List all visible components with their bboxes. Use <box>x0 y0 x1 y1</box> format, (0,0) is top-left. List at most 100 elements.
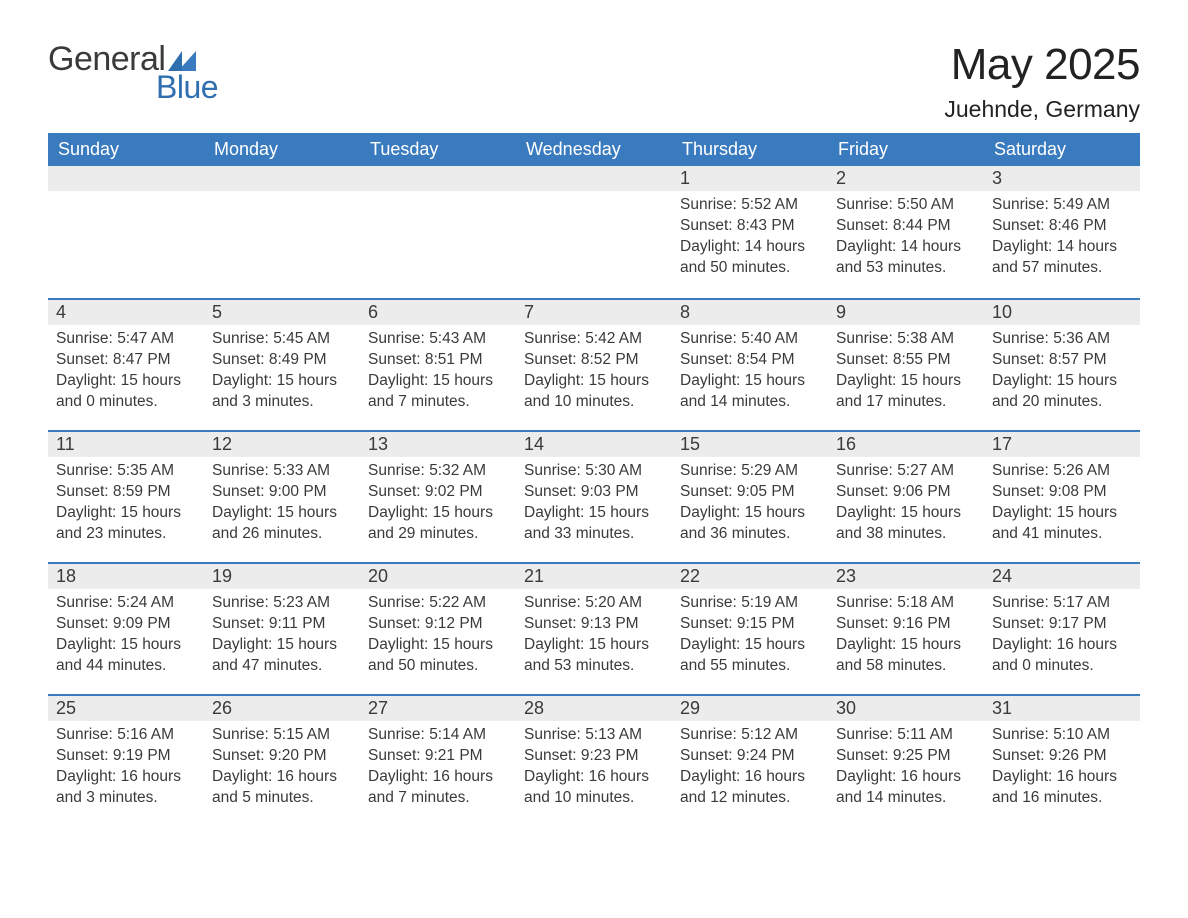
sunrise-value: 5:20 AM <box>585 594 642 611</box>
sunrise-label: Sunrise: <box>836 726 893 743</box>
day-details: Sunrise: 5:52 AMSunset: 8:43 PMDaylight:… <box>672 191 828 283</box>
daylight-line: Daylight: 16 hours and 16 minutes. <box>992 767 1132 809</box>
daylight-line: Daylight: 15 hours and 53 minutes. <box>524 635 664 677</box>
day-details: Sunrise: 5:18 AMSunset: 9:16 PMDaylight:… <box>828 589 984 681</box>
daylight-label: Daylight: <box>524 768 584 785</box>
sunset-label: Sunset: <box>836 615 889 632</box>
daylight-minutes: 50 <box>398 657 415 674</box>
minutes-word: minutes. <box>99 393 158 410</box>
daylight-hours: 14 <box>901 238 918 255</box>
daylight-line: Daylight: 15 hours and 36 minutes. <box>680 503 820 545</box>
sunrise-line: Sunrise: 5:20 AM <box>524 593 664 614</box>
minutes-word: minutes. <box>576 657 635 674</box>
sunset-label: Sunset: <box>992 351 1045 368</box>
daylight-line: Daylight: 14 hours and 53 minutes. <box>836 237 976 279</box>
daylight-label: Daylight: <box>56 636 116 653</box>
daylight-hours: 15 <box>433 504 450 521</box>
daylight-hours: 16 <box>1057 768 1074 785</box>
and-word: and <box>680 789 706 806</box>
daylight-hours: 15 <box>433 372 450 389</box>
daylight-minutes: 3 <box>242 393 251 410</box>
logo-text-blue: Blue <box>156 69 218 106</box>
day-number: 2 <box>828 166 984 191</box>
minutes-word: minutes. <box>411 393 470 410</box>
daylight-minutes: 53 <box>554 657 571 674</box>
day-details: Sunrise: 5:15 AMSunset: 9:20 PMDaylight:… <box>204 721 360 813</box>
sunrise-line: Sunrise: 5:18 AM <box>836 593 976 614</box>
daylight-line: Daylight: 15 hours and 0 minutes. <box>56 371 196 413</box>
day-number: 14 <box>516 430 672 457</box>
sunrise-label: Sunrise: <box>524 594 581 611</box>
hours-word: hours <box>454 504 493 521</box>
daylight-minutes: 38 <box>866 525 883 542</box>
sunrise-value: 5:49 AM <box>1053 196 1110 213</box>
daylight-hours: 15 <box>745 504 762 521</box>
sunset-line: Sunset: 8:49 PM <box>212 350 352 371</box>
day-details: Sunrise: 5:50 AMSunset: 8:44 PMDaylight:… <box>828 191 984 283</box>
logo-flag-icon <box>168 51 196 75</box>
hours-word: hours <box>766 238 805 255</box>
day-number: 15 <box>672 430 828 457</box>
sunset-value: 9:00 PM <box>269 483 327 500</box>
day-details: Sunrise: 5:30 AMSunset: 9:03 PMDaylight:… <box>516 457 672 549</box>
hours-word: hours <box>766 636 805 653</box>
daylight-line: Daylight: 15 hours and 58 minutes. <box>836 635 976 677</box>
daylight-label: Daylight: <box>992 768 1052 785</box>
sunset-line: Sunset: 8:57 PM <box>992 350 1132 371</box>
calendar-page: General Blue May 2025 Juehnde, Germany S… <box>0 0 1188 856</box>
day-number: 5 <box>204 298 360 325</box>
and-word: and <box>212 525 238 542</box>
sunset-label: Sunset: <box>992 217 1045 234</box>
sunset-value: 9:20 PM <box>269 747 327 764</box>
daylight-line: Daylight: 15 hours and 47 minutes. <box>212 635 352 677</box>
daylight-minutes: 53 <box>866 259 883 276</box>
calendar-day-cell: 20Sunrise: 5:22 AMSunset: 9:12 PMDayligh… <box>360 562 516 694</box>
sunset-value: 8:54 PM <box>737 351 795 368</box>
daylight-label: Daylight: <box>212 504 272 521</box>
daylight-line: Daylight: 16 hours and 0 minutes. <box>992 635 1132 677</box>
sunrise-line: Sunrise: 5:16 AM <box>56 725 196 746</box>
sunset-value: 9:13 PM <box>581 615 639 632</box>
and-word: and <box>680 393 706 410</box>
daylight-hours: 15 <box>121 504 138 521</box>
daylight-label: Daylight: <box>524 636 584 653</box>
calendar-day-cell: 28Sunrise: 5:13 AMSunset: 9:23 PMDayligh… <box>516 694 672 826</box>
calendar-day-cell: 10Sunrise: 5:36 AMSunset: 8:57 PMDayligh… <box>984 298 1140 430</box>
sunrise-line: Sunrise: 5:23 AM <box>212 593 352 614</box>
sunset-value: 9:08 PM <box>1049 483 1107 500</box>
and-word: and <box>368 393 394 410</box>
sunrise-label: Sunrise: <box>680 330 737 347</box>
sunset-value: 8:49 PM <box>269 351 327 368</box>
day-number: 1 <box>672 166 828 191</box>
and-word: and <box>524 393 550 410</box>
sunset-line: Sunset: 9:08 PM <box>992 482 1132 503</box>
calendar-empty-cell <box>204 166 360 298</box>
sunrise-line: Sunrise: 5:38 AM <box>836 329 976 350</box>
hours-word: hours <box>298 372 337 389</box>
daylight-label: Daylight: <box>992 238 1052 255</box>
daylight-line: Daylight: 15 hours and 29 minutes. <box>368 503 508 545</box>
daylight-minutes: 5 <box>242 789 251 806</box>
day-details: Sunrise: 5:12 AMSunset: 9:24 PMDaylight:… <box>672 721 828 813</box>
and-word: and <box>56 657 82 674</box>
sunrise-value: 5:16 AM <box>117 726 174 743</box>
sunrise-value: 5:33 AM <box>273 462 330 479</box>
calendar-day-cell: 22Sunrise: 5:19 AMSunset: 9:15 PMDayligh… <box>672 562 828 694</box>
and-word: and <box>836 657 862 674</box>
sunrise-value: 5:45 AM <box>273 330 330 347</box>
and-word: and <box>680 259 706 276</box>
sunset-value: 8:43 PM <box>737 217 795 234</box>
empty-day-number <box>204 166 360 191</box>
daylight-line: Daylight: 16 hours and 3 minutes. <box>56 767 196 809</box>
sunrise-value: 5:42 AM <box>585 330 642 347</box>
daylight-line: Daylight: 15 hours and 38 minutes. <box>836 503 976 545</box>
daylight-hours: 16 <box>901 768 918 785</box>
day-number: 25 <box>48 694 204 721</box>
daylight-label: Daylight: <box>368 372 428 389</box>
sunrise-label: Sunrise: <box>680 594 737 611</box>
minutes-word: minutes. <box>99 789 158 806</box>
minutes-word: minutes. <box>1044 259 1103 276</box>
hours-word: hours <box>610 636 649 653</box>
weekday-header: Tuesday <box>360 133 516 166</box>
sunset-value: 8:52 PM <box>581 351 639 368</box>
